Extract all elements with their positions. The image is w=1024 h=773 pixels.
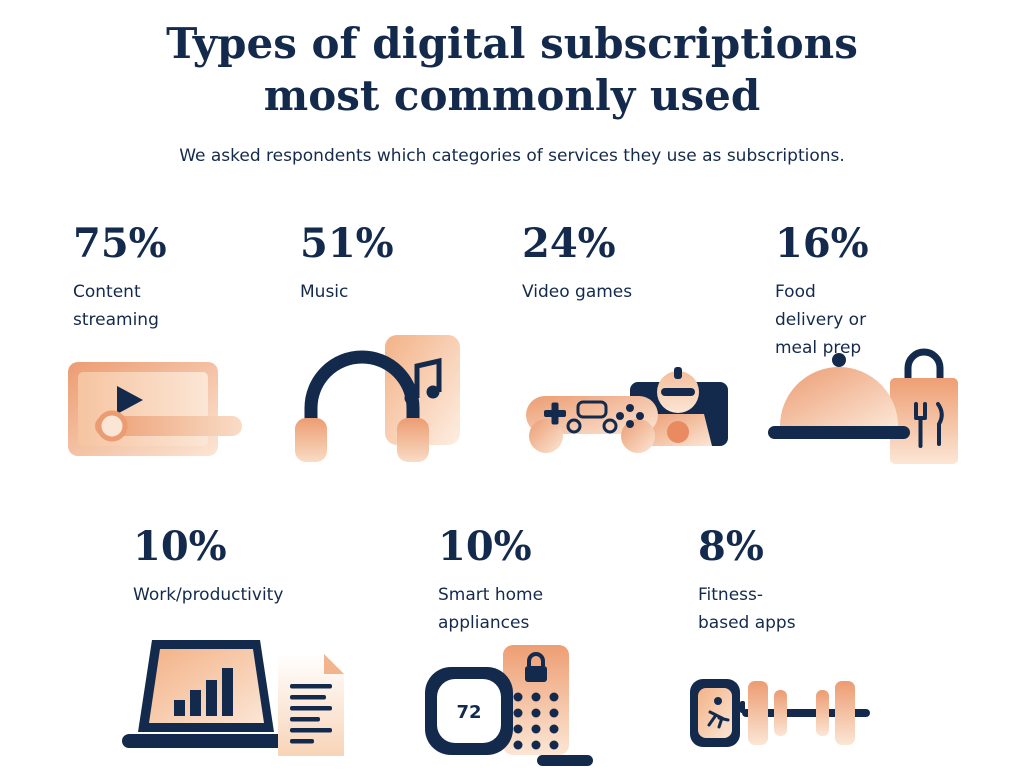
stat-content-streaming: 75% Content streaming [73,224,193,334]
gamepad-body [526,396,658,434]
door-handle [537,755,593,766]
stat-percent-video-games: 24% [522,220,616,267]
lock-body [525,666,547,682]
thermostat-display [437,679,501,743]
stat-label-fitness-apps: Fitness-based apps [698,585,796,633]
knight-chest [667,421,689,443]
plate-inner-right [816,690,829,736]
ear-cup-left [295,418,327,462]
stat-smart-home: 10% Smart home appliances [438,527,563,637]
stat-percent-music: 51% [300,220,394,267]
progress-knob [96,410,128,442]
stat-percent-food-delivery: 16% [775,220,869,267]
content-streaming-icon [65,360,250,465]
title-line-2: most commonly used [263,71,761,120]
helmet-crest [674,367,682,379]
headband [304,350,420,440]
fitness-apps-icon [688,673,873,753]
lock-shackle [527,652,545,666]
bag-handle [904,348,944,380]
title-line-1: Types of digital subscriptions [166,19,858,68]
plate-outer-left [748,681,768,745]
stat-fitness-apps: 8% Fitness-based apps [698,527,798,637]
cloche-knob [832,353,846,367]
action-buttons [616,404,644,428]
progress-bar [95,416,242,436]
runner-glyph [707,697,730,729]
stat-video-games: 24% Video games [522,224,672,306]
stat-label-smart-home: Smart home appliances [438,585,544,633]
utensils-icon [914,402,944,448]
helmet-visor [661,388,695,396]
stat-percent-smart-home: 10% [438,523,532,570]
watch-crown [740,701,745,713]
video-games-icon [518,352,730,464]
stat-percent-content-streaming: 75% [73,220,167,267]
stat-label-food-delivery: Food delivery or meal prep [775,282,867,358]
serving-tray [768,426,910,439]
page-title: Types of digital subscriptions most comm… [0,18,1024,122]
play-icon [117,386,143,414]
laptop-base [122,734,294,748]
stat-label-work-productivity: Work/productivity [133,585,284,605]
stat-work-productivity: 10% Work/productivity [133,527,323,609]
dpad-icon [544,402,566,425]
food-delivery-icon [768,328,963,468]
stat-label-music: Music [300,282,349,302]
stat-label-video-games: Video games [522,282,633,302]
document-fold [324,654,344,674]
document-lines [290,684,332,744]
stat-percent-work-productivity: 10% [133,523,227,570]
stat-food-delivery: 16% Food delivery or meal prep [775,224,885,362]
stat-label-content-streaming: Content streaming [73,282,159,330]
stat-percent-fitness-apps: 8% [698,523,764,570]
music-icon [293,330,463,465]
smart-home-icon: 72 [425,645,595,770]
subtitle: We asked respondents which categories of… [179,146,845,166]
touchpad [576,400,608,419]
plate-outer-right [835,681,855,745]
gamepad-grip-left [529,419,563,453]
stat-music: 51% Music [300,224,440,306]
stick-left [566,418,582,434]
bar-chart-icon [174,668,233,716]
keypad-buttons [513,692,559,750]
takeout-bag [890,378,958,464]
plate-inner-left [774,690,787,736]
cloche-dome [780,367,898,426]
stick-right [602,418,618,434]
work-productivity-icon [118,640,346,770]
ear-cup-right [397,418,429,462]
thermostat-reading: 72 [456,702,481,723]
